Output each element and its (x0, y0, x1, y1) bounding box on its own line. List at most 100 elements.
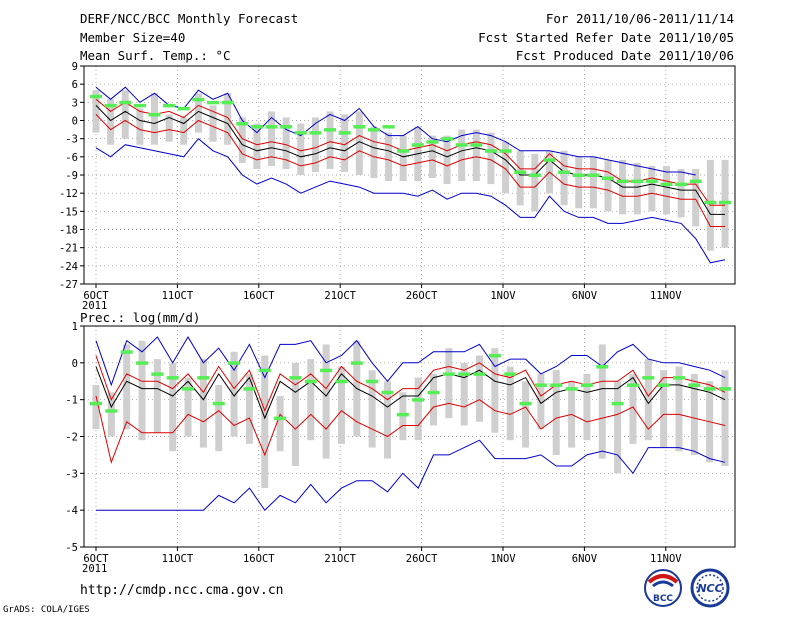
upper-outer-line (95, 86, 696, 176)
y-tick-label: -2 (65, 432, 78, 444)
observed-bar (119, 100, 132, 105)
spread-box (291, 362, 299, 466)
spread-box (662, 165, 670, 215)
observed-bar (412, 398, 425, 402)
observed-bar (274, 416, 287, 421)
spread-box (399, 135, 407, 182)
spread-box (428, 135, 436, 179)
x-year-label: 2011 (82, 300, 107, 312)
observed-bar (104, 103, 117, 108)
spread-box (261, 355, 269, 489)
spread-box (215, 384, 223, 452)
observed-bar (704, 200, 717, 205)
spread-box (370, 126, 378, 179)
spread-box (322, 344, 330, 459)
spread-box (136, 108, 144, 145)
observed-bar (601, 176, 614, 181)
spread-box (677, 168, 685, 218)
spread-box (414, 377, 422, 441)
y-tick-label: 9 (72, 61, 78, 73)
spread-box (230, 351, 238, 437)
observed-bar (427, 390, 440, 395)
observed-bar (534, 383, 547, 387)
observed-bar (688, 383, 701, 387)
observed-bar (626, 383, 639, 387)
x-tick-label: 11NOV (650, 553, 682, 565)
spread-box (253, 123, 261, 169)
observed-bar (289, 376, 302, 380)
forecast-produced-date: Fcst Produced Date 2011/10/06 (515, 48, 734, 63)
observed-bar (514, 170, 527, 174)
observed-bar (719, 200, 731, 205)
observed-bar (719, 387, 731, 391)
y-tick-label: 3 (72, 97, 78, 109)
spread-box (487, 132, 495, 185)
observed-bar (611, 401, 624, 406)
spread-box (644, 359, 652, 441)
observed-bar (163, 103, 176, 108)
spread-box (368, 370, 376, 448)
y-tick-label: -4 (65, 505, 78, 517)
observed-bar (499, 149, 512, 153)
x-tick-label: 1NOV (490, 553, 516, 565)
spread-box (472, 129, 480, 182)
observed-bar (672, 376, 685, 380)
x-tick-label: 11OCT (162, 553, 194, 565)
spread-box (224, 93, 232, 145)
chart-title: DERF/NCC/BCC Monthly Forecast (80, 11, 299, 26)
spread-box (575, 156, 583, 209)
observed-bar (616, 179, 629, 184)
spread-box (184, 377, 192, 437)
member-size-label: Member Size=40 (80, 30, 186, 45)
observed-bar (631, 179, 644, 184)
x-tick-label: 26OCT (406, 553, 438, 565)
y-tick-label: 0 (72, 358, 78, 370)
observed-bar (105, 409, 118, 413)
observed-bar (192, 97, 205, 102)
observed-bar (258, 368, 271, 373)
spread-box (355, 111, 363, 175)
spread-box (245, 373, 253, 444)
spread-box (675, 366, 683, 452)
spread-box (165, 114, 173, 142)
observed-bar (645, 179, 658, 184)
observed-bar (675, 182, 688, 187)
x-tick-label: 21OCT (324, 553, 356, 565)
spread-box (458, 129, 466, 182)
y-tick-label: -21 (59, 243, 78, 255)
spread-box (589, 156, 597, 209)
spread-box (516, 150, 524, 206)
spread-box (138, 340, 146, 441)
forecast-period: For 2011/10/06-2011/11/14 (545, 11, 734, 26)
spread-box (107, 392, 115, 437)
y-tick-label: -15 (59, 206, 78, 218)
observed-bar (642, 376, 655, 380)
spread-box (430, 373, 438, 426)
x-tick-label: 21OCT (324, 290, 356, 302)
observed-bar (182, 387, 195, 391)
source-url[interactable]: http://cmdp.ncc.cma.gov.cn (80, 583, 284, 598)
spread-box (583, 373, 591, 441)
spread-box (238, 117, 246, 163)
spread-box (326, 111, 334, 169)
spread-box (123, 344, 131, 430)
y-tick-label: -3 (65, 134, 78, 146)
precip-panel: 1 0 -1 -2 -3 -4 -5 6OCT 11OCT 16OCT 21OCT 26OCT 1NOV… (65, 321, 736, 575)
spread-box (107, 99, 115, 145)
spread-box (633, 162, 641, 215)
spread-box (268, 111, 276, 166)
spread-box (522, 381, 530, 448)
spread-box (209, 105, 217, 142)
spread-box (282, 117, 290, 169)
observed-bar (133, 103, 146, 108)
observed-bar (338, 131, 351, 135)
x-tick-label: 16OCT (243, 290, 275, 302)
observed-bar (367, 128, 380, 132)
y-tick-label: 1 (72, 321, 78, 333)
observed-bar (177, 106, 190, 111)
observed-bar (350, 361, 363, 365)
y-tick-label: 6 (72, 79, 78, 91)
observed-bar (473, 372, 486, 376)
temperature-panel: 9 6 3 0 -3 -6 -9 -12 -15 -18 -21 -24 -27 6OCT 11OCT 16O… (59, 61, 736, 312)
spread-box (199, 359, 207, 448)
